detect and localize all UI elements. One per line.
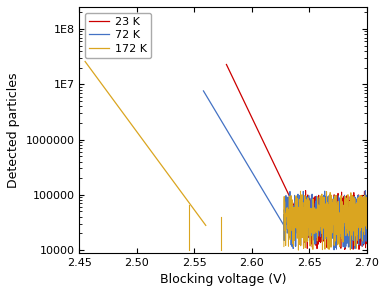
72 K [281,224,286,227]
Line: 72 K: 72 K [203,91,284,225]
Y-axis label: Detected particles: Detected particles [7,72,20,188]
72 K [234,144,238,147]
Line: 23 K: 23 K [227,64,303,225]
23 K [264,147,269,151]
Legend: 23 K, 72 K, 172 K: 23 K, 72 K, 172 K [85,13,151,58]
172 K [132,126,136,130]
172 K [105,89,109,93]
X-axis label: Blocking voltage (V): Blocking voltage (V) [160,273,286,286]
72 K [238,151,243,154]
172 K [203,224,208,227]
72 K [203,92,208,96]
23 K [255,128,260,131]
172 K [146,146,151,149]
172 K [86,64,90,67]
Line: 172 K: 172 K [85,62,206,225]
72 K [243,160,248,163]
72 K [201,89,206,93]
23 K [259,137,264,140]
23 K [301,224,306,227]
23 K [264,146,269,150]
72 K [216,113,220,117]
172 K [146,145,150,148]
23 K [238,92,243,95]
172 K [138,135,143,139]
72 K [243,159,247,163]
23 K [226,67,230,70]
172 K [83,60,87,63]
23 K [224,63,229,66]
